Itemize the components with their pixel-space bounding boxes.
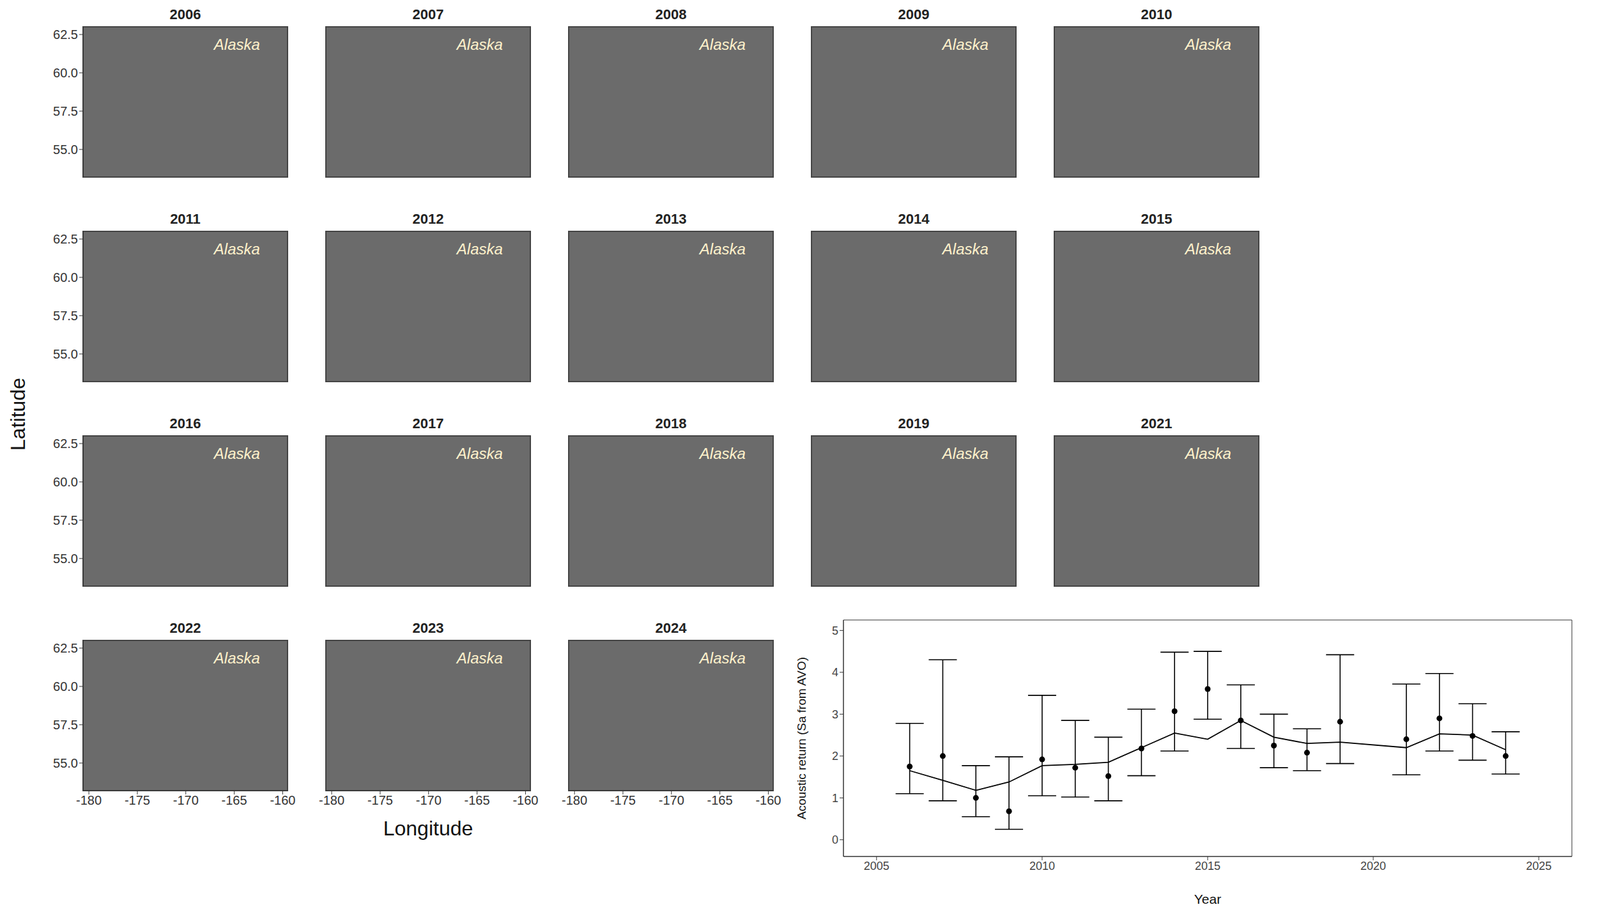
svg-text:-175: -175	[610, 792, 636, 808]
svg-text:2015: 2015	[1194, 859, 1221, 873]
html-text:Alaska: Alaska	[456, 649, 503, 667]
html-text:Alaska: Alaska	[942, 35, 989, 54]
svg-text:3: 3	[831, 707, 839, 721]
html-text:2010: 2010	[1140, 6, 1173, 23]
svg-text:2: 2	[831, 749, 839, 763]
html-text:2018: 2018	[655, 415, 687, 432]
svg-text:-165: -165	[707, 792, 733, 808]
svg-text:-170: -170	[173, 792, 199, 808]
svg-text:-175: -175	[124, 792, 151, 808]
html-text:Alaska: Alaska	[213, 35, 260, 54]
html-text:Alaska: Alaska	[456, 240, 503, 258]
html-text:2014: 2014	[898, 210, 930, 227]
svg-text:-170: -170	[658, 792, 685, 808]
html-text:2011: 2011	[170, 210, 201, 227]
svg-text:-165: -165	[464, 792, 491, 808]
svg-text:57.5: 57.5	[53, 717, 78, 732]
html-text:2023: 2023	[412, 619, 444, 636]
html-text:Alaska: Alaska	[942, 240, 989, 258]
svg-text:57.5: 57.5	[53, 513, 78, 528]
html-text:Alaska: Alaska	[942, 444, 989, 463]
svg-text:5: 5	[831, 624, 839, 638]
html-text:Alaska: Alaska	[213, 444, 260, 463]
svg-text:55.0: 55.0	[53, 755, 78, 770]
svg-text:Year: Year	[1194, 891, 1222, 907]
svg-text:2020: 2020	[1360, 859, 1386, 873]
html-text:Alaska: Alaska	[699, 35, 746, 54]
html-text:Alaska: Alaska	[1185, 444, 1232, 463]
html-text:Alaska: Alaska	[1185, 35, 1232, 54]
svg-text:Acoustic return (Sa from AVO): Acoustic return (Sa from AVO)	[794, 656, 809, 820]
svg-text:60.0: 60.0	[53, 270, 78, 285]
html-text:2019: 2019	[898, 415, 930, 432]
svg-text:60.0: 60.0	[53, 65, 78, 80]
svg-text:0: 0	[831, 833, 839, 847]
html-text:2013: 2013	[655, 210, 687, 227]
html-text:2017: 2017	[412, 415, 444, 432]
svg-text:57.5: 57.5	[53, 308, 78, 323]
svg-text:-160: -160	[512, 792, 539, 808]
html-text:Longitude: Longitude	[383, 816, 474, 840]
svg-text:-160: -160	[755, 792, 781, 808]
svg-text:55.0: 55.0	[53, 551, 78, 566]
svg-text:62.5: 62.5	[53, 27, 78, 42]
svg-text:4: 4	[831, 665, 839, 679]
html-text:2009: 2009	[898, 6, 930, 23]
html-text:Alaska: Alaska	[456, 35, 503, 54]
svg-text:60.0: 60.0	[53, 679, 78, 694]
html-text:2024: 2024	[655, 619, 687, 636]
svg-text:62.5: 62.5	[53, 231, 78, 247]
svg-text:-180: -180	[561, 792, 588, 808]
html-text:2012: 2012	[412, 210, 444, 227]
html-text:Alaska: Alaska	[1185, 240, 1232, 258]
html-text:Alaska: Alaska	[699, 444, 746, 463]
svg-text:2025: 2025	[1525, 859, 1552, 873]
html-text:Alaska: Alaska	[699, 240, 746, 258]
svg-text:55.0: 55.0	[53, 346, 78, 362]
svg-text:55.0: 55.0	[53, 142, 78, 157]
svg-text:-160: -160	[269, 792, 296, 808]
svg-text:2005: 2005	[863, 859, 890, 873]
html-text:Alaska: Alaska	[456, 444, 503, 463]
svg-text:-180: -180	[318, 792, 345, 808]
svg-text:2010: 2010	[1029, 859, 1055, 873]
svg-text:60.0: 60.0	[53, 474, 78, 489]
html-text:Alaska: Alaska	[213, 649, 260, 667]
html-text:Latitude: Latitude	[6, 377, 30, 451]
svg-text:57.5: 57.5	[53, 104, 78, 119]
svg-text:62.5: 62.5	[53, 436, 78, 451]
html-text:2021: 2021	[1140, 415, 1173, 432]
html-text:2008: 2008	[655, 6, 687, 23]
html-text:2007: 2007	[412, 6, 444, 23]
html-text:2022: 2022	[169, 619, 201, 636]
html-text:2006: 2006	[169, 6, 201, 23]
svg-text:62.5: 62.5	[53, 640, 78, 655]
html-text:Alaska: Alaska	[213, 240, 260, 258]
svg-text:-165: -165	[221, 792, 248, 808]
html-text:Alaska: Alaska	[699, 649, 746, 667]
svg-text:-170: -170	[415, 792, 442, 808]
svg-text:1: 1	[831, 791, 839, 805]
svg-text:-180: -180	[76, 792, 102, 808]
html-text:2016: 2016	[169, 415, 201, 432]
svg-text:-175: -175	[367, 792, 393, 808]
html-text:2015: 2015	[1140, 210, 1173, 227]
